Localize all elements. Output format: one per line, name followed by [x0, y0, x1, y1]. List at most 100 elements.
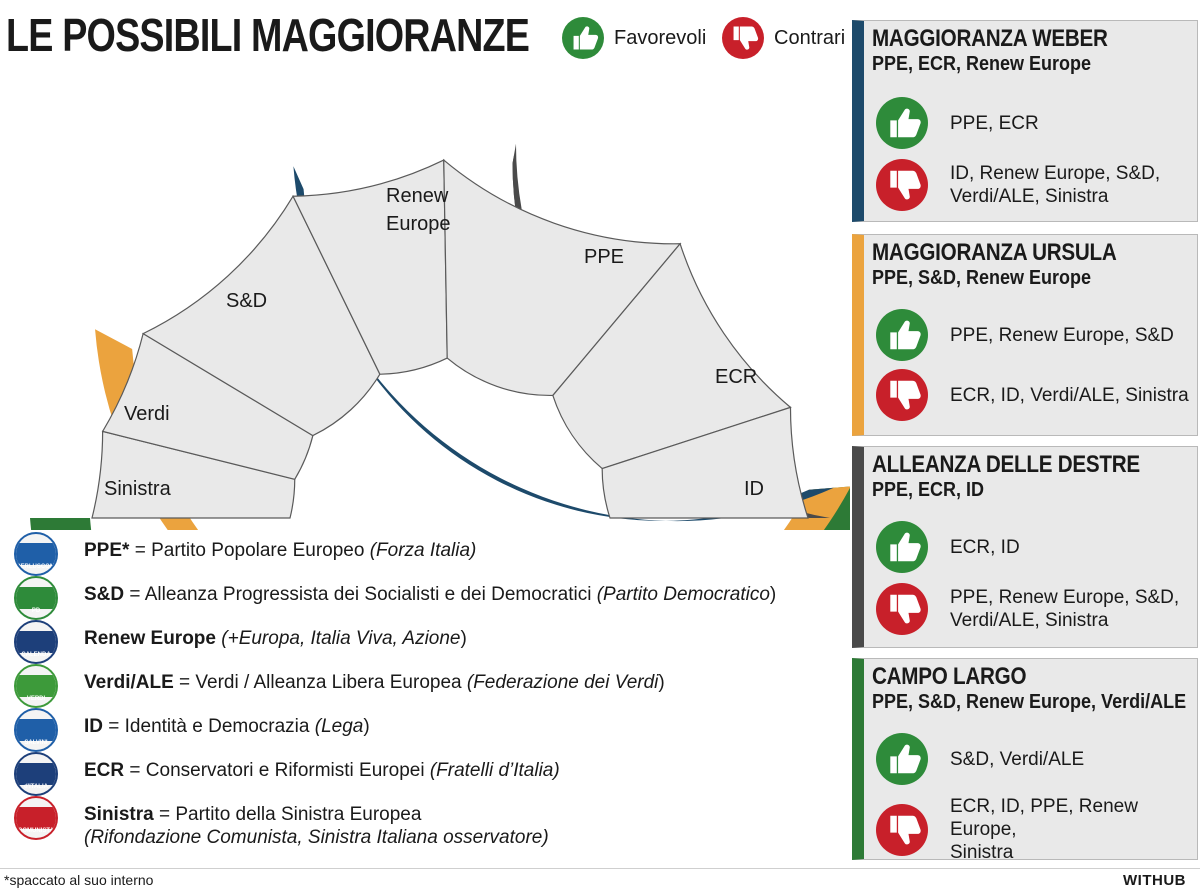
contra-line: Sinistra: [950, 842, 1014, 863]
party-item-renew: CALENDA Renew Europe (+Europa, Italia Vi…: [14, 620, 467, 664]
party-tail: ): [460, 628, 467, 649]
arc-segment-id: [601, 406, 809, 519]
box-subtitle: PPE, S&D, Renew Europe: [872, 267, 1092, 289]
arc-label-verdi: Verdi: [124, 403, 170, 425]
party-tail: ): [769, 584, 777, 605]
box-contra-row: PPE, Renew Europe, S&D, Verdi/ALE, Sinist…: [876, 583, 1179, 635]
logo-tag: d'ITALIA: [24, 784, 48, 790]
logo-tag: BERLUSCONI: [16, 564, 56, 570]
thumbs-down-icon: [876, 583, 928, 635]
party-abbr: Renew Europe: [84, 628, 216, 649]
box-contra-row: ID, Renew Europe, S&D, Verdi/ALE, Sinistr…: [876, 159, 1160, 211]
majority-box-destre: ALLEANZA DELLE DESTRE PPE, ECR, ID ECR, …: [852, 446, 1198, 648]
party-desc: = Conservatori e Riformisti Europei: [124, 760, 430, 781]
party-italic: (Partito Democratico: [596, 584, 770, 605]
logo-band: [16, 807, 56, 829]
legend-contrari-label: Contrari: [774, 26, 846, 49]
party-abbr: Verdi/ALE: [84, 672, 174, 693]
logo-tag: VERDI: [26, 696, 46, 702]
parliament-hemicycle: Sinistra Verdi S&D Renew Europe PPE ECR …: [30, 143, 850, 530]
thumbs-up-icon: [876, 733, 928, 785]
coalition-band-weber: [293, 166, 834, 522]
thumbs-up-icon: [876, 309, 928, 361]
party-item-verdi: VERDI Verdi/ALE = Verdi / Alleanza Liber…: [14, 664, 665, 708]
party-item-sd: PD S&D = Alleanza Progressista dei Socia…: [14, 576, 776, 620]
arc-segment-sd: [141, 194, 381, 437]
arc-label-sd: S&D: [226, 290, 267, 312]
box-title: CAMPO LARGO: [872, 663, 1027, 690]
party-italic: (Federazione dei Verdi: [466, 672, 659, 693]
box-favor-row: PPE, ECR: [876, 97, 1039, 149]
party-abbr: Sinistra: [84, 804, 154, 825]
footnote: *spaccato al suo interno: [4, 872, 154, 888]
arc-segment-verdi: [101, 332, 314, 480]
party-item-id: SALVINI ID = Identità e Democrazia (Lega…: [14, 708, 370, 752]
contra-line: PPE, Renew Europe, S&D,: [950, 587, 1180, 608]
arc-segment-sinistra: [91, 430, 296, 519]
box-contra-row: ECR, ID, Verdi/ALE, Sinistra: [876, 369, 1189, 421]
party-tail: ): [658, 672, 665, 693]
party-abbr: PPE*: [84, 540, 130, 561]
footer-divider: [0, 868, 1200, 869]
logo-tag: COMUNISTA: [18, 828, 54, 834]
brand-logo-text: WITHUB: [1123, 872, 1186, 889]
thumbs-down-icon: [722, 17, 764, 59]
arc-segment-renew: [292, 159, 448, 375]
logo-band: [16, 587, 56, 609]
box-title: MAGGIORANZA URSULA: [872, 239, 1117, 266]
favor-line: ECR, ID: [950, 536, 1020, 558]
thumbs-down-icon: [876, 803, 928, 856]
arc-label-renew-2: Europe: [386, 213, 451, 235]
party-italic: (Fratelli d’Italia): [429, 760, 560, 781]
fratelli-italia-logo: d'ITALIA: [14, 752, 58, 796]
party-desc: = Verdi / Alleanza Libera Europea: [173, 672, 467, 693]
favor-line: S&D, Verdi/ALE: [950, 748, 1085, 770]
arc-segment-ecr: [552, 242, 792, 470]
box-favor-row: ECR, ID: [876, 521, 1020, 573]
thumbs-up-icon: [876, 97, 928, 149]
logo-tag: SALVINI: [24, 740, 48, 746]
party-italic: (+Europa, Italia Viva, Azione: [221, 628, 461, 649]
arc-segment-ppe: [443, 158, 682, 397]
arc-label-ppe: PPE: [584, 246, 624, 268]
box-contra-row: ECR, ID, PPE, Renew Europe, Sinistra: [876, 795, 1197, 864]
party-desc: = Alleanza Progressista dei Socialisti e…: [124, 584, 597, 605]
thumbs-up-icon: [562, 17, 604, 59]
thumbs-down-icon: [876, 369, 928, 421]
party-abbr: ID: [84, 716, 103, 737]
party-desc: = Partito della Sinistra Europea: [153, 804, 422, 825]
party-desc: = Partito Popolare Europeo: [129, 540, 370, 561]
majority-box-campo-largo: CAMPO LARGO PPE, S&D, Renew Europe, Verd…: [852, 658, 1198, 863]
party-abbr: ECR: [84, 760, 125, 781]
arc-label-renew-1: Renew: [386, 185, 449, 207]
page-title: LE POSSIBILI MAGGIORANZE: [6, 9, 530, 61]
logo-band: [16, 543, 56, 565]
rifondazione-logo: COMUNISTA: [14, 796, 58, 840]
party-italic: (Lega: [314, 716, 364, 737]
logo-tag: CALENDA: [21, 652, 51, 658]
favor-line: PPE, Renew Europe, S&D: [950, 324, 1174, 346]
partito-democratico-logo: PD: [14, 576, 58, 620]
box-subtitle: PPE, S&D, Renew Europe, Verdi/ALE: [872, 691, 1187, 713]
arc-label-ecr: ECR: [715, 366, 757, 388]
contra-line: ECR, ID, Verdi/ALE, Sinistra: [950, 384, 1189, 406]
box-title: ALLEANZA DELLE DESTRE: [872, 451, 1140, 478]
logo-band: [16, 675, 56, 697]
contra-line: Verdi/ALE, Sinistra: [950, 610, 1109, 631]
thumbs-up-icon: [876, 521, 928, 573]
contra-line: ECR, ID, PPE, Renew Europe,: [950, 796, 1138, 840]
contra-line: ID, Renew Europe, S&D,: [950, 163, 1161, 184]
party-item-sinistra: COMUNISTA Sinistra = Partito della Sinis…: [14, 796, 549, 849]
party-italic: (Forza Italia): [369, 540, 477, 561]
legend-contrari: Contrari: [722, 17, 846, 59]
arc-label-id: ID: [744, 478, 764, 500]
arc-label-sinistra: Sinistra: [104, 478, 172, 500]
thumbs-down-icon: [876, 159, 928, 211]
lega-logo: SALVINI: [14, 708, 58, 752]
logo-band: [16, 719, 56, 741]
forza-italia-logo: BERLUSCONI: [14, 532, 58, 576]
party-abbr: S&D: [84, 584, 125, 605]
party-tail: ): [363, 716, 370, 737]
majority-box-weber: MAGGIORANZA WEBER PPE, ECR, Renew Europe…: [852, 20, 1198, 222]
box-title: MAGGIORANZA WEBER: [872, 25, 1108, 52]
